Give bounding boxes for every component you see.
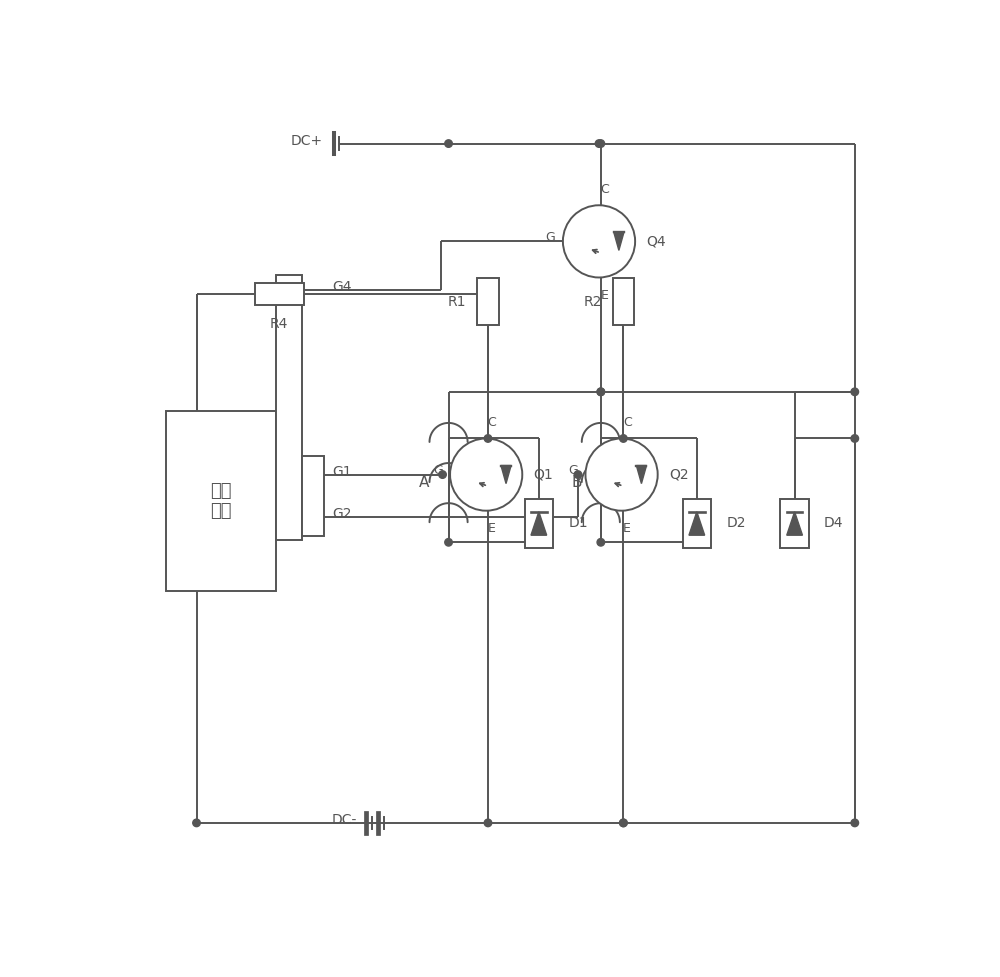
Circle shape — [597, 140, 605, 148]
Text: Q4: Q4 — [646, 234, 666, 248]
Text: D1: D1 — [568, 517, 588, 531]
Bar — [683, 499, 711, 548]
Text: 控制
芯片: 控制 芯片 — [210, 482, 232, 521]
Text: C: C — [623, 416, 632, 430]
Circle shape — [574, 471, 582, 479]
Text: DC+: DC+ — [291, 134, 323, 148]
Circle shape — [445, 140, 452, 148]
Circle shape — [597, 388, 605, 396]
Text: R4: R4 — [270, 317, 288, 330]
Text: G1: G1 — [332, 465, 352, 479]
Circle shape — [450, 439, 522, 511]
Text: D4: D4 — [824, 517, 843, 531]
Text: Q2: Q2 — [669, 468, 689, 482]
Text: Q1: Q1 — [534, 468, 553, 482]
Circle shape — [484, 819, 492, 827]
Circle shape — [597, 538, 605, 546]
Circle shape — [620, 819, 627, 827]
Text: R2: R2 — [583, 294, 602, 309]
Polygon shape — [636, 466, 646, 484]
Polygon shape — [531, 512, 547, 535]
Circle shape — [620, 819, 627, 827]
Text: G: G — [546, 232, 555, 244]
Polygon shape — [501, 466, 511, 484]
Text: DC-: DC- — [331, 813, 357, 827]
Text: C: C — [487, 416, 496, 430]
Circle shape — [563, 205, 635, 277]
Text: B: B — [572, 475, 582, 489]
Bar — [255, 283, 304, 305]
Text: A: A — [419, 475, 430, 489]
Circle shape — [851, 819, 859, 827]
Polygon shape — [614, 233, 624, 250]
Circle shape — [484, 435, 492, 443]
Polygon shape — [787, 512, 802, 535]
Text: G: G — [433, 464, 443, 478]
Polygon shape — [689, 512, 705, 535]
Circle shape — [445, 538, 452, 546]
Bar — [525, 499, 553, 548]
Text: R1: R1 — [448, 294, 466, 309]
Text: G: G — [568, 464, 578, 478]
Circle shape — [585, 439, 658, 511]
Circle shape — [620, 435, 627, 443]
Circle shape — [193, 819, 200, 827]
Bar — [276, 276, 302, 540]
Bar — [166, 410, 276, 591]
Bar — [613, 278, 634, 325]
Circle shape — [851, 388, 859, 396]
Bar — [477, 278, 499, 325]
Circle shape — [595, 140, 603, 148]
Text: D2: D2 — [726, 517, 746, 531]
Circle shape — [851, 435, 859, 443]
Bar — [780, 499, 809, 548]
Circle shape — [597, 388, 605, 396]
Text: E: E — [488, 522, 496, 535]
Text: G2: G2 — [332, 507, 351, 522]
Text: C: C — [600, 184, 609, 196]
Bar — [302, 455, 324, 536]
Text: G4: G4 — [332, 280, 351, 294]
Text: E: E — [601, 289, 609, 302]
Text: E: E — [623, 522, 631, 535]
Circle shape — [439, 471, 446, 479]
